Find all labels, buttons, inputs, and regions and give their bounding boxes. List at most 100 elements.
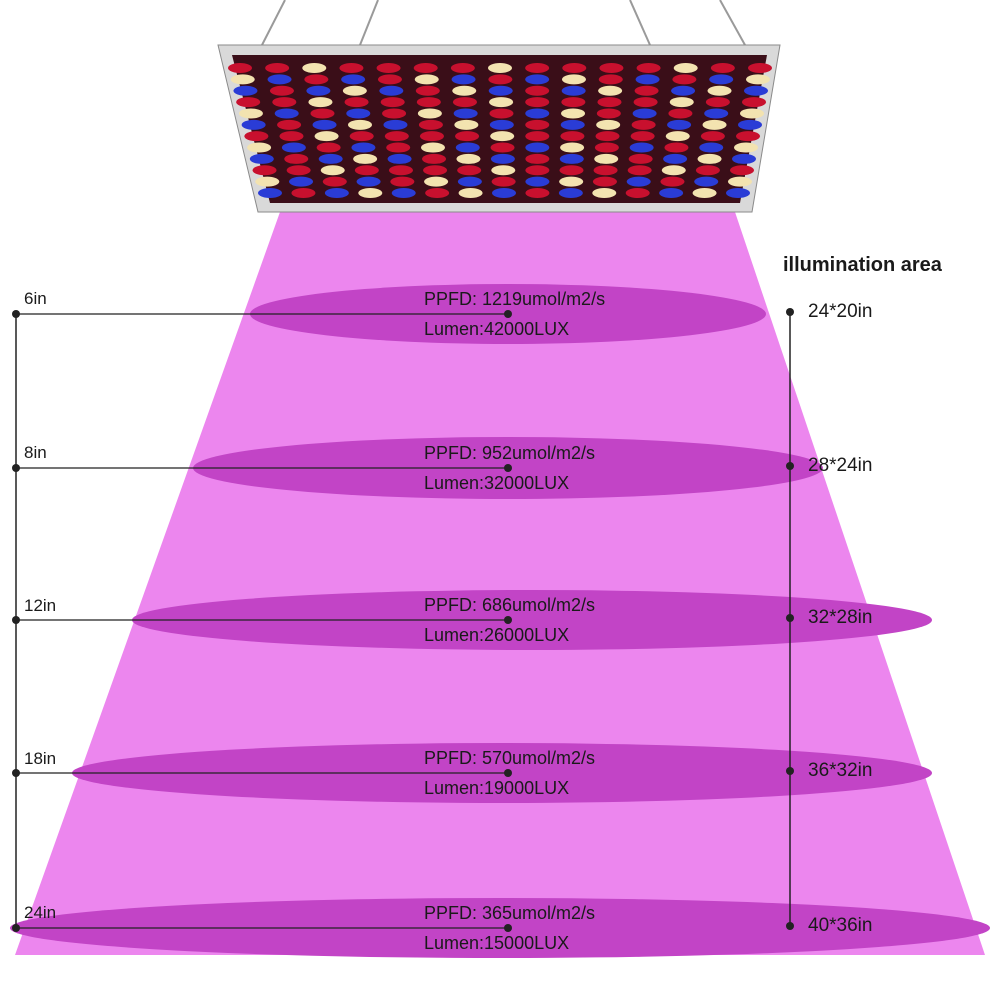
center-dot [504, 616, 512, 624]
led [414, 74, 439, 85]
led [558, 188, 583, 198]
led [302, 63, 327, 73]
led [561, 97, 586, 108]
led [291, 188, 316, 198]
led [318, 153, 343, 164]
led [422, 153, 447, 164]
area-dot [786, 462, 794, 470]
led [561, 108, 586, 119]
led [228, 63, 252, 73]
led [391, 188, 416, 198]
led [354, 165, 379, 176]
area-dot [786, 308, 794, 316]
led [344, 97, 369, 108]
led [419, 131, 444, 142]
led [525, 74, 550, 85]
led [306, 85, 331, 96]
led [744, 85, 768, 96]
led [413, 63, 438, 73]
center-dot [504, 769, 512, 777]
led [695, 165, 720, 176]
area-dot [786, 922, 794, 930]
led [383, 119, 408, 130]
led [324, 188, 349, 198]
led [490, 131, 515, 142]
led [559, 176, 584, 187]
led [631, 119, 656, 130]
led [379, 85, 404, 96]
led [452, 85, 477, 96]
led [450, 63, 475, 73]
led [525, 176, 550, 187]
led [628, 153, 653, 164]
led [595, 131, 620, 142]
led [348, 119, 372, 130]
led [730, 165, 754, 176]
led [596, 108, 621, 119]
distance-dot [12, 310, 20, 318]
led [710, 63, 735, 73]
led [388, 165, 413, 176]
lumen-label: Lumen:26000LUX [424, 625, 570, 645]
ppfd-label: PPFD: 570umol/m2/s [424, 748, 596, 768]
led [667, 119, 692, 130]
led [382, 108, 407, 119]
led [594, 153, 619, 164]
led [636, 63, 661, 73]
led [314, 131, 339, 142]
led [738, 119, 762, 130]
led [269, 85, 294, 96]
led [592, 188, 617, 198]
led [736, 131, 760, 142]
led [525, 97, 550, 108]
led [339, 63, 364, 73]
led [562, 63, 587, 73]
distance-label: 12in [24, 596, 57, 615]
led [726, 188, 750, 198]
led [525, 85, 550, 96]
led [702, 119, 727, 130]
led [423, 165, 448, 176]
area-label: 28*24in [808, 455, 873, 476]
led [252, 165, 277, 176]
led [490, 153, 515, 164]
led [277, 119, 302, 130]
distance-label: 24in [24, 903, 57, 922]
led [376, 63, 401, 73]
led [525, 142, 550, 153]
illumination-area-header: illumination area [783, 254, 942, 276]
led [525, 63, 550, 73]
led [728, 176, 752, 187]
led [599, 63, 624, 73]
distance-label: 18in [24, 749, 57, 768]
led [592, 176, 617, 187]
led [265, 63, 290, 73]
led [249, 153, 274, 164]
area-label: 36*32in [808, 760, 873, 781]
led [707, 85, 732, 96]
led [453, 108, 478, 119]
led [279, 131, 304, 142]
led [633, 97, 658, 108]
led-array [228, 63, 772, 198]
led [671, 85, 696, 96]
led [634, 85, 659, 96]
area-dot [786, 767, 794, 775]
led [669, 97, 694, 108]
led [709, 74, 734, 85]
led [244, 131, 269, 142]
area-label: 40*36in [808, 915, 873, 936]
led [267, 74, 292, 85]
led [632, 108, 657, 119]
led [322, 176, 347, 187]
led [455, 142, 480, 153]
led [241, 119, 266, 130]
led [664, 142, 689, 153]
led [351, 142, 376, 153]
led [742, 97, 766, 108]
led [661, 165, 686, 176]
led [598, 85, 623, 96]
led [320, 165, 345, 176]
distance-dot [12, 616, 20, 624]
